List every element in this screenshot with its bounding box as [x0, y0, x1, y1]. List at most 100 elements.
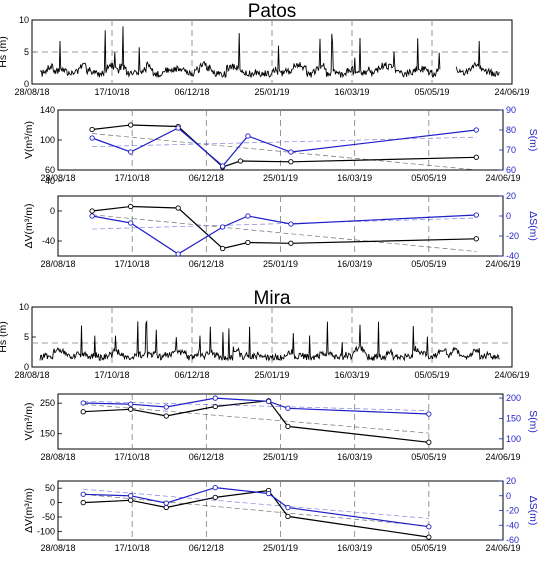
trend-line — [83, 493, 429, 527]
x-tick-label: 16/03/19 — [337, 452, 372, 462]
data-point — [219, 245, 226, 252]
panel-4-v-s: 28/08/18 17/10/18 06/12/18 25/01/19 16/03/19… — [23, 393, 539, 462]
trend-line — [92, 214, 477, 252]
data-point — [212, 484, 218, 491]
y-tick-label: 0 — [50, 498, 55, 508]
data-point — [265, 490, 272, 497]
x-tick-label: 24/06/19 — [485, 452, 520, 462]
data-point — [245, 133, 251, 139]
y2-tick-label: 200 — [506, 393, 521, 403]
x-tick-label: 16/03/19 — [337, 543, 372, 553]
x-tick-label: 24/06/19 — [494, 87, 529, 97]
y2-axis-label: S(m) — [527, 410, 539, 433]
panel-0-hs: Patos 28/08/18 17/10/18 06/12/18 25/01/19 16/… — [0, 1, 530, 97]
data-point — [288, 149, 294, 155]
chart-title: Patos — [248, 1, 297, 22]
x-tick-label: 16/03/19 — [334, 87, 369, 97]
data-point — [80, 409, 86, 415]
data-point — [128, 401, 134, 407]
trend-line — [83, 400, 429, 412]
x-tick-label: 24/06/19 — [485, 543, 520, 553]
data-point — [219, 163, 226, 169]
data-point — [128, 406, 134, 412]
y2-axis-label: ΔS(m) — [527, 496, 539, 526]
x-tick-label: 17/10/18 — [94, 87, 129, 97]
data-point — [80, 499, 86, 506]
x-tick-label: 06/12/18 — [189, 452, 224, 462]
y2-tick-label: -40 — [506, 520, 519, 530]
x-tick-label: 28/08/18 — [40, 173, 75, 183]
y-tick-label: 10 — [19, 302, 29, 312]
hs-series-line — [39, 319, 500, 362]
hs-series-line — [39, 26, 500, 79]
x-tick-label: 28/08/18 — [40, 259, 75, 269]
y-tick-label: 100 — [40, 135, 55, 145]
data-point — [245, 239, 251, 246]
y-tick-label: 0 — [50, 206, 55, 216]
data-point — [473, 154, 479, 160]
y2-tick-label: 20 — [506, 476, 516, 486]
y-tick-label: 150 — [40, 429, 55, 439]
y2-tick-label: 60 — [506, 165, 516, 175]
panel-3-hs: Mira 28/08/18 17/10/18 06/12/18 25/01/19 16/0… — [0, 288, 530, 380]
data-point — [80, 491, 86, 497]
data-point — [285, 405, 291, 411]
x-tick-label: 16/03/19 — [334, 370, 369, 380]
x-tick-label: 25/01/19 — [254, 370, 289, 380]
x-tick-label: 24/06/19 — [494, 370, 529, 380]
data-point — [80, 400, 86, 406]
data-point — [163, 404, 169, 410]
y-tick-label: 140 — [40, 105, 55, 115]
x-tick-label: 06/12/18 — [189, 259, 224, 269]
y2-tick-label: 150 — [506, 413, 521, 423]
data-point — [89, 213, 95, 219]
data-point — [285, 423, 291, 430]
x-tick-label: 28/08/18 — [14, 87, 49, 97]
data-point — [89, 208, 95, 214]
x-tick-label: 25/01/19 — [263, 543, 298, 553]
y2-tick-label: 20 — [506, 191, 516, 201]
x-tick-label: 05/05/19 — [414, 370, 449, 380]
y2-tick-label: 0 — [506, 211, 511, 221]
data-point — [128, 493, 134, 499]
y-axis-label: V(m³/m) — [23, 121, 35, 159]
data-point — [426, 534, 432, 540]
data-point — [473, 212, 479, 218]
data-point — [426, 439, 432, 445]
data-point — [212, 494, 218, 501]
panel-1-v-s: 28/08/18 17/10/18 06/12/18 25/01/19 16/03/19… — [23, 105, 539, 183]
data-point — [473, 236, 479, 242]
data-point — [245, 213, 251, 219]
x-tick-label: 17/10/18 — [94, 370, 129, 380]
x-tick-label: 16/03/19 — [337, 259, 372, 269]
plot-frame — [57, 480, 504, 541]
data-point — [175, 125, 181, 131]
y2-axis-label: ΔS(m) — [527, 211, 539, 241]
x-tick-label: 16/03/19 — [337, 173, 372, 183]
x-tick-label: 06/12/18 — [174, 87, 209, 97]
x-tick-label: 06/12/18 — [189, 173, 224, 183]
x-tick-label: 24/06/19 — [485, 259, 520, 269]
data-point — [219, 224, 226, 230]
x-tick-label: 05/05/19 — [414, 87, 449, 97]
panel-5-dv-ds: 28/08/18 17/10/18 06/12/18 25/01/19 16/03/19… — [23, 476, 539, 553]
y2-tick-label: 70 — [506, 145, 516, 155]
x-tick-label: 25/01/19 — [263, 259, 298, 269]
data-point — [473, 127, 479, 133]
y-tick-label: -40 — [42, 236, 55, 246]
data-point — [163, 504, 169, 511]
data-point — [175, 251, 181, 257]
y-tick-label: 10 — [19, 15, 29, 25]
x-tick-label: 24/06/19 — [485, 173, 520, 183]
data-point — [128, 497, 134, 503]
x-tick-label: 17/10/18 — [115, 259, 150, 269]
data-point — [128, 203, 134, 210]
data-point — [285, 513, 291, 520]
y2-tick-label: 80 — [506, 125, 516, 135]
y2-tick-label: -40 — [506, 251, 519, 261]
y2-tick-label: 90 — [506, 105, 516, 115]
y-tick-label: 250 — [40, 398, 55, 408]
y-axis-label: ΔV(m³/m) — [23, 204, 35, 249]
y-tick-label: -100 — [37, 526, 55, 536]
x-tick-label: 17/10/18 — [115, 173, 150, 183]
